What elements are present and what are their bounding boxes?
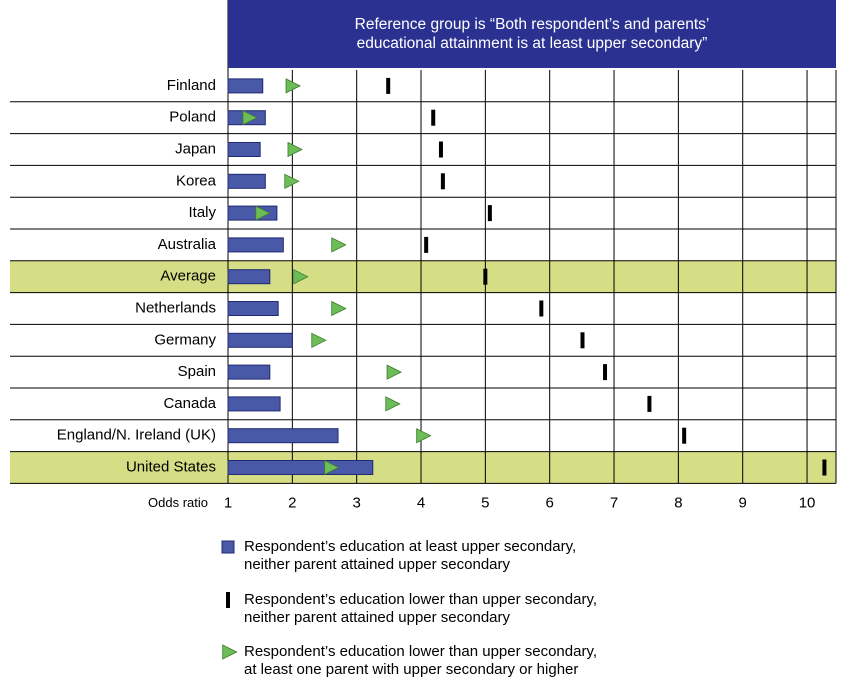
- title-line: Reference group is “Both respondent’s an…: [354, 16, 710, 33]
- x-tick-label: 1: [224, 494, 232, 511]
- category-label: England/N. Ireland (UK): [57, 427, 216, 444]
- tick-marker: [440, 173, 445, 190]
- triangle-marker: [385, 396, 401, 412]
- tick-marker: [487, 205, 492, 222]
- bar: [227, 173, 266, 189]
- category-label: Germany: [154, 331, 216, 348]
- legend-swatch: [226, 592, 230, 608]
- legend-swatch: [222, 644, 238, 660]
- tick-marker: [822, 459, 827, 476]
- x-tick-label: 8: [674, 494, 682, 511]
- bar: [227, 142, 261, 157]
- x-tick-label: 4: [417, 494, 425, 511]
- triangle-marker: [416, 428, 432, 444]
- bar: [227, 332, 293, 348]
- x-tick-label: 2: [288, 494, 296, 511]
- triangle-marker: [386, 364, 402, 380]
- category-label: Netherlands: [135, 299, 216, 316]
- bar: [227, 78, 264, 94]
- tick-marker: [580, 332, 585, 349]
- title-line: educational attainment is at least upper…: [356, 35, 708, 52]
- bar: [227, 269, 271, 285]
- tick-marker: [483, 268, 488, 285]
- category-label: Australia: [158, 236, 217, 253]
- x-tick-label: 7: [610, 494, 618, 511]
- category-label: Japan: [175, 140, 216, 157]
- triangle-marker: [331, 237, 347, 253]
- triangle-marker: [324, 459, 340, 476]
- bar: [227, 460, 374, 475]
- x-axis-label: Odds ratio: [148, 495, 208, 510]
- triangle-marker: [287, 141, 303, 158]
- category-label: Poland: [169, 109, 216, 126]
- triangle-marker: [242, 110, 258, 126]
- tick-marker: [431, 109, 436, 126]
- legend-label: Respondent’s education lower than upper …: [244, 643, 598, 677]
- bar: [227, 301, 279, 316]
- triangle-marker: [293, 269, 309, 285]
- triangle-marker: [331, 300, 347, 317]
- tick-marker: [386, 77, 391, 94]
- legend-swatch: [221, 540, 235, 554]
- tick-marker: [647, 395, 652, 412]
- x-tick-label: 5: [481, 494, 489, 511]
- tick-marker: [539, 300, 544, 317]
- category-label: Canada: [163, 395, 216, 412]
- row-highlight: [10, 260, 836, 293]
- tick-marker: [438, 141, 443, 158]
- header: Reference group is “Both respondent’s an…: [228, 0, 836, 68]
- bar: [227, 396, 281, 412]
- category-label: Spain: [178, 363, 216, 380]
- category-label: Finland: [167, 77, 216, 94]
- category-label: United States: [126, 458, 216, 475]
- bar: [227, 237, 284, 253]
- tick-marker: [424, 236, 429, 253]
- triangle-marker: [284, 173, 300, 189]
- tick-marker: [603, 364, 608, 381]
- category-label: Italy: [188, 204, 216, 221]
- row-highlight: [10, 451, 836, 484]
- triangle-marker: [255, 205, 271, 221]
- x-tick-label: 6: [546, 494, 554, 511]
- triangle-marker: [311, 332, 327, 348]
- legend-label: Respondent’s education at least upper se…: [244, 538, 577, 573]
- category-label: Average: [160, 268, 216, 285]
- legend-label: Respondent’s education lower than upper …: [244, 591, 598, 626]
- triangle-marker: [285, 78, 301, 94]
- x-tick-label: 9: [739, 494, 747, 511]
- bar: [227, 364, 271, 380]
- tick-marker: [682, 427, 687, 444]
- bar: [227, 205, 278, 221]
- x-tick-label: 10: [799, 494, 816, 511]
- category-label: Korea: [176, 172, 217, 189]
- x-tick-label: 3: [353, 494, 361, 511]
- bar: [227, 428, 339, 444]
